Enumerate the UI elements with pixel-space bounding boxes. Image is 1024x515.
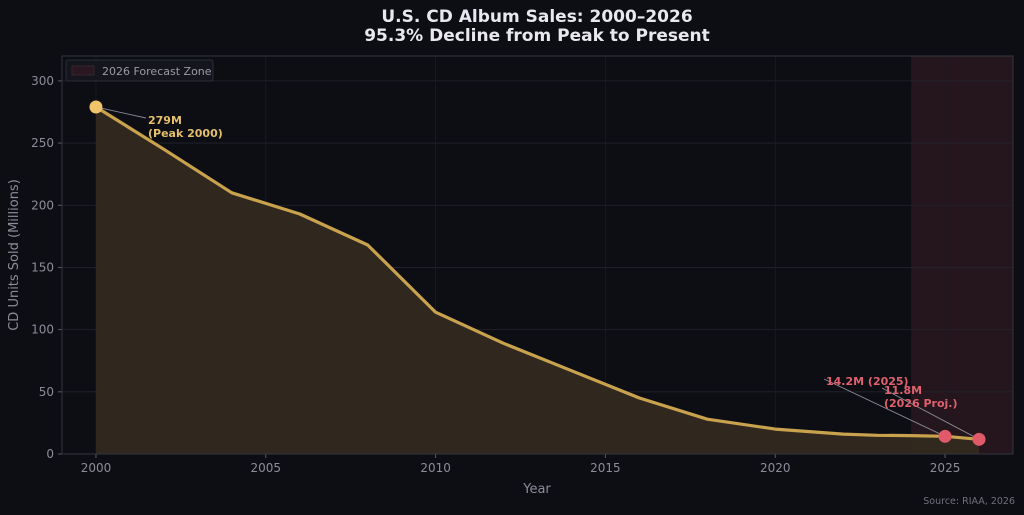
y-tick-label: 0 [46,447,54,461]
annotation-label: 14.2M (2025) [826,375,909,388]
y-tick-label: 100 [31,323,54,337]
plot-frame [61,55,1014,455]
annotation-label: (Peak 2000) [148,127,223,140]
annotation-marker [938,429,952,443]
annotation-layer: 279M(Peak 2000) 14.2M (2025)11.8M(2026 Pr… [89,100,986,446]
annotation-label: 11.8M [884,384,922,397]
legend-swatch [71,65,95,76]
x-tick-label: 2010 [420,461,451,475]
chart-subtitle: 95.3% Decline from Peak to Present [364,26,710,46]
legend-entry-forecast-zone: 2026 Forecast Zone [102,65,212,78]
annotation-leader [823,378,946,437]
x-tick-label: 2020 [760,461,791,475]
y-tick-label: 250 [31,136,54,150]
x-axis-label: Year [522,482,551,497]
y-tick-label: 300 [31,74,54,88]
forecast-zone [911,56,1013,454]
area-layer [96,107,979,454]
axis-layer: 0 50 100 150 200 250 300 2000 2005 2010 2015 2020 20… [31,55,1014,475]
legend-box [65,59,214,82]
forecast-zone-layer [911,56,1013,454]
x-tick-label: 2000 [81,461,112,475]
chart-title: U.S. CD Album Sales: 2000–2026 [381,7,692,27]
y-tick-label: 150 [31,260,54,274]
annotation-marker [89,100,103,114]
annotation-label: (2026 Proj.) [884,397,958,410]
line-layer [94,105,981,441]
annotation-marker [972,432,986,446]
legend: 2026 Forecast Zone [65,59,214,82]
annotation-leader [881,387,980,440]
x-tick-label: 2025 [930,461,961,475]
source-note: Source: RIAA, 2026 [923,496,1015,507]
annotation-label: 279M [148,114,182,127]
x-tick-label: 2005 [251,461,282,475]
y-axis-label: CD Units Sold (Millions) [7,179,22,331]
x-tick-label: 2015 [590,461,621,475]
y-tick-label: 50 [39,385,54,399]
y-tick-label: 200 [31,198,54,212]
annotation-leader [95,106,147,119]
series-line [94,105,981,441]
area-fill [96,107,979,454]
